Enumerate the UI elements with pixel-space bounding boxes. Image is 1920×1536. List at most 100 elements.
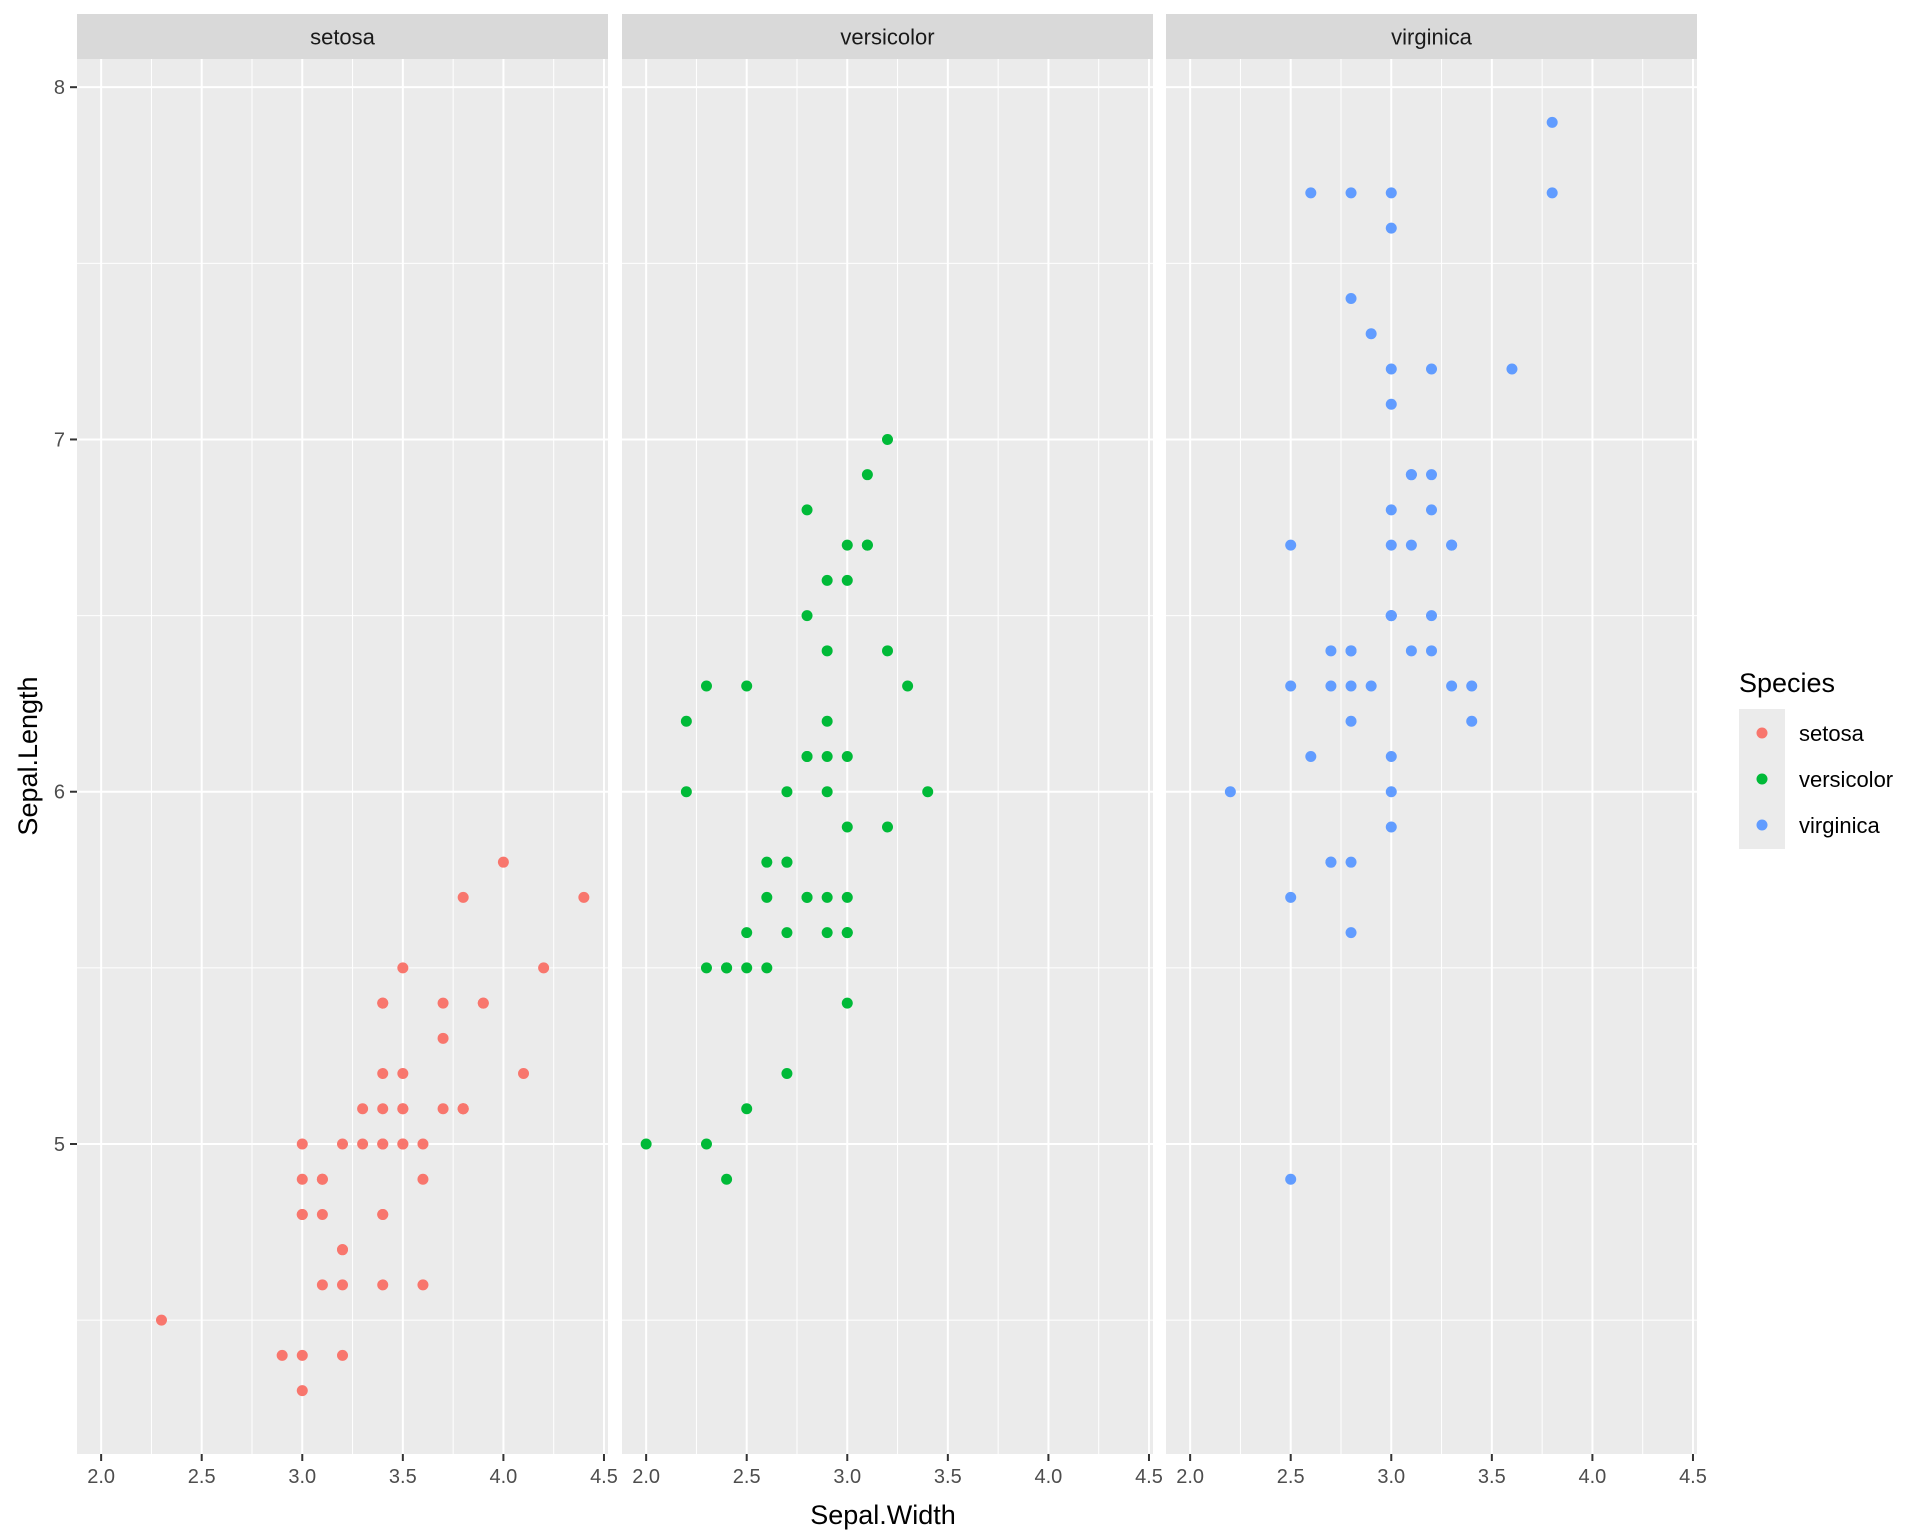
data-point-versicolor [821, 927, 833, 939]
x-tick-label: 3.5 [389, 1466, 417, 1488]
legend-title: Species [1739, 668, 1835, 698]
data-point-virginica [1345, 856, 1357, 868]
facet-strip-label-setosa: setosa [310, 25, 376, 50]
data-point-virginica [1345, 715, 1357, 727]
data-point-virginica [1385, 398, 1397, 410]
x-tick-label: 4.5 [590, 1466, 618, 1488]
data-point-virginica [1426, 363, 1437, 375]
data-point-virginica [1385, 187, 1397, 199]
data-point-setosa [316, 1279, 328, 1291]
data-point-setosa [437, 1032, 449, 1044]
data-point-setosa [417, 1138, 429, 1150]
data-point-versicolor [721, 962, 733, 974]
data-point-setosa [518, 1068, 530, 1080]
data-point-versicolor [821, 786, 833, 798]
data-point-virginica [1345, 187, 1357, 199]
data-point-versicolor [741, 680, 753, 692]
data-point-versicolor [700, 962, 712, 974]
data-point-setosa [377, 1068, 389, 1080]
data-point-versicolor [801, 504, 813, 516]
data-point-virginica [1345, 927, 1357, 939]
data-point-versicolor [761, 891, 773, 903]
data-point-setosa [417, 1173, 429, 1185]
facet-strip-versicolor [622, 14, 1153, 59]
data-point-virginica [1285, 1173, 1297, 1185]
data-point-setosa [296, 1208, 308, 1220]
legend-label-versicolor: versicolor [1799, 767, 1893, 792]
data-point-setosa [377, 1103, 389, 1115]
data-point-versicolor [761, 962, 773, 974]
data-point-virginica [1385, 786, 1397, 798]
data-point-setosa [397, 1068, 409, 1080]
x-tick-label: 2.5 [1277, 1466, 1305, 1488]
data-point-setosa [357, 1103, 369, 1115]
data-point-versicolor [841, 821, 853, 833]
data-point-versicolor [640, 1138, 652, 1150]
data-point-versicolor [801, 891, 813, 903]
x-tick-label: 4.0 [1579, 1466, 1607, 1488]
data-point-versicolor [741, 1103, 753, 1115]
data-point-versicolor [922, 786, 934, 798]
data-point-versicolor [781, 927, 793, 939]
data-point-setosa [437, 997, 449, 1009]
facet-panel-setosa: setosa [77, 14, 608, 1454]
panel-background [77, 59, 608, 1454]
data-point-setosa [357, 1138, 369, 1150]
y-tick-label: 6 [54, 782, 65, 804]
data-point-versicolor [861, 469, 873, 481]
data-point-setosa [477, 997, 489, 1009]
data-point-versicolor [801, 610, 813, 622]
data-point-virginica [1365, 328, 1377, 340]
data-point-virginica [1426, 610, 1437, 622]
data-point-versicolor [902, 680, 914, 692]
legend-label-setosa: setosa [1799, 721, 1865, 746]
data-point-virginica [1385, 504, 1397, 516]
y-tick-label: 7 [54, 429, 65, 451]
facet-strip-virginica [1166, 14, 1697, 59]
x-tick-label: 3.5 [934, 1466, 962, 1488]
data-point-virginica [1385, 222, 1397, 234]
data-point-versicolor [821, 751, 833, 762]
legend-key-setosa [1756, 727, 1768, 739]
data-point-virginica [1385, 539, 1397, 551]
y-axis: 5 6 7 8 [54, 77, 77, 1156]
data-point-setosa [296, 1173, 308, 1185]
data-point-virginica [1546, 187, 1558, 199]
data-point-virginica [1345, 645, 1357, 657]
data-point-versicolor [821, 715, 833, 727]
data-point-setosa [497, 856, 509, 868]
x-axis-label: Sepal.Width [810, 1500, 956, 1530]
data-point-setosa [397, 962, 409, 974]
x-tick-label: 2.5 [188, 1466, 216, 1488]
y-tick-label: 8 [54, 77, 65, 99]
data-point-versicolor [882, 821, 893, 833]
data-point-versicolor [801, 751, 813, 762]
x-tick-label: 4.5 [1679, 1466, 1707, 1488]
legend-key-virginica [1756, 819, 1768, 831]
x-tick-label: 3.5 [1478, 1466, 1506, 1488]
data-point-virginica [1446, 680, 1458, 692]
data-point-setosa [337, 1349, 348, 1361]
x-tick-label: 2.0 [87, 1466, 115, 1488]
data-point-setosa [578, 891, 590, 903]
data-point-versicolor [680, 786, 692, 798]
data-point-setosa [377, 1208, 389, 1220]
data-point-versicolor [741, 962, 753, 974]
x-tick-label: 4.0 [1035, 1466, 1063, 1488]
facet-panel-versicolor: versicolor [622, 14, 1153, 1454]
data-point-virginica [1345, 293, 1357, 305]
data-point-versicolor [781, 1068, 793, 1080]
data-point-virginica [1224, 786, 1236, 798]
data-point-virginica [1345, 680, 1357, 692]
data-point-versicolor [841, 539, 853, 551]
data-point-setosa [316, 1208, 328, 1220]
data-point-virginica [1426, 645, 1437, 657]
data-point-versicolor [721, 1173, 733, 1185]
data-point-virginica [1466, 715, 1478, 727]
facet-strip-setosa [77, 14, 608, 59]
data-point-versicolor [841, 927, 853, 939]
data-point-setosa [437, 1103, 449, 1115]
data-point-virginica [1405, 645, 1417, 657]
data-point-setosa [538, 962, 550, 974]
data-point-versicolor [821, 891, 833, 903]
